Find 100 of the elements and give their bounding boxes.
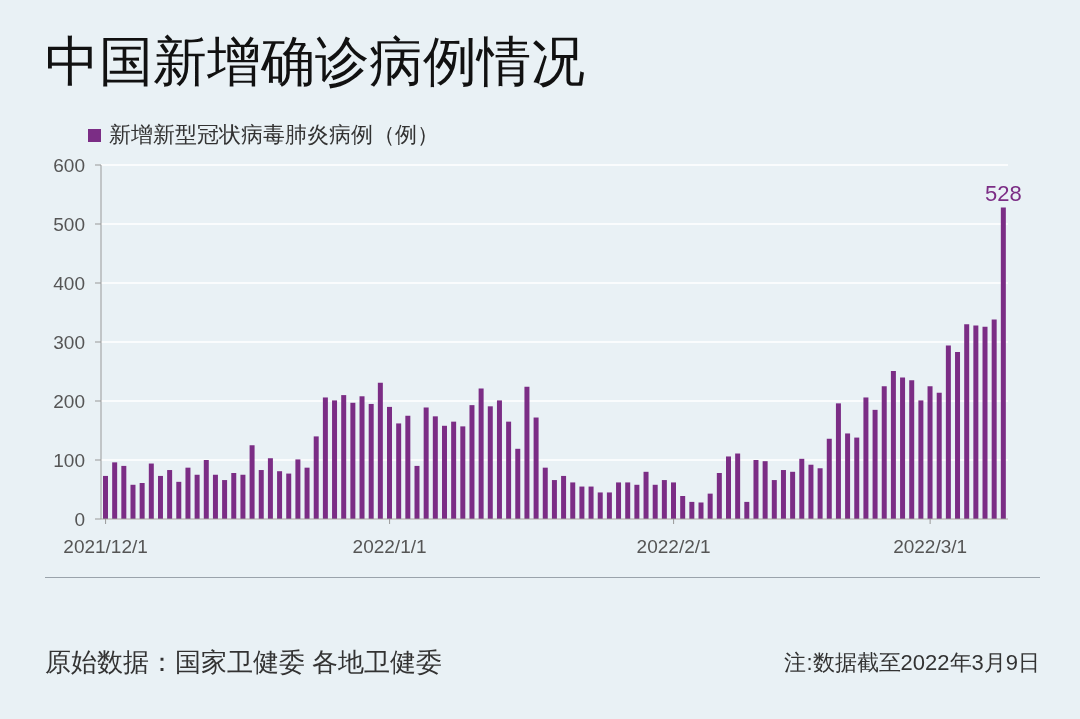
bar — [561, 475, 567, 519]
bar — [991, 319, 997, 519]
bar — [533, 417, 539, 519]
bar — [496, 400, 502, 519]
bar — [753, 460, 759, 519]
bar — [359, 396, 365, 519]
bar — [212, 474, 218, 519]
bar — [258, 470, 264, 519]
bar — [982, 326, 988, 519]
bar — [267, 458, 273, 519]
bar — [368, 403, 374, 519]
bar — [148, 463, 154, 519]
bar — [817, 468, 823, 519]
bar — [616, 482, 622, 519]
bar — [826, 438, 832, 519]
bar — [432, 416, 438, 519]
bar — [551, 480, 557, 519]
y-tick-label: 400 — [53, 272, 85, 294]
bar — [542, 467, 548, 519]
bar — [176, 481, 182, 519]
bar — [139, 483, 145, 519]
bar — [854, 437, 860, 519]
bar — [121, 465, 127, 519]
bar — [112, 462, 118, 519]
bar — [405, 415, 411, 519]
bar — [157, 475, 163, 519]
bar — [955, 352, 961, 519]
bar — [790, 471, 796, 519]
bar — [799, 458, 805, 519]
bar — [835, 403, 841, 519]
bar — [423, 407, 429, 519]
bar — [927, 386, 933, 519]
bar — [304, 467, 310, 519]
bar — [506, 421, 512, 519]
bar — [313, 436, 319, 519]
x-tick-label: 2022/2/1 — [636, 536, 711, 557]
bar — [332, 400, 338, 519]
bar — [240, 474, 246, 519]
text: 原始数据：国家卫健委 各地卫健委 — [45, 646, 443, 679]
bar — [579, 486, 585, 519]
bar — [671, 482, 677, 519]
bar — [689, 501, 695, 519]
y-tick-label: 0 — [74, 508, 85, 530]
y-tick-label: 600 — [53, 154, 85, 176]
bar — [634, 484, 640, 519]
bar — [231, 472, 237, 519]
bar — [341, 395, 347, 519]
bar — [451, 421, 457, 519]
bar — [606, 492, 612, 519]
bar — [890, 370, 896, 519]
bar — [469, 405, 475, 519]
text: 注:数据截至2022年3月9日 — [784, 648, 1040, 677]
bar — [735, 453, 741, 519]
bar — [524, 386, 530, 519]
bar — [588, 486, 594, 519]
bar — [377, 382, 383, 519]
x-tick-label: 2021/12/1 — [63, 536, 148, 557]
bar — [194, 474, 200, 519]
bar — [918, 400, 924, 519]
bar — [771, 480, 777, 519]
bar — [900, 377, 906, 519]
bar — [515, 448, 521, 519]
bar — [716, 472, 722, 519]
chart-title: 中国新增确诊病例情况 — [45, 30, 585, 92]
bar — [964, 324, 970, 519]
bar — [808, 464, 814, 519]
bar — [350, 402, 356, 519]
bar — [872, 409, 878, 519]
bar — [487, 406, 493, 519]
bar — [277, 471, 283, 519]
y-tick-label: 100 — [53, 449, 85, 471]
bar — [845, 433, 851, 519]
bar — [680, 495, 686, 519]
bar — [1000, 207, 1006, 519]
bar — [707, 493, 713, 519]
bar — [973, 325, 979, 519]
bar — [780, 470, 786, 519]
bar — [441, 425, 447, 519]
bar — [286, 473, 292, 519]
y-tick-label: 200 — [53, 390, 85, 412]
bar — [762, 461, 768, 519]
bar — [203, 460, 209, 519]
x-tick-label: 2022/3/1 — [893, 536, 968, 557]
bar — [643, 471, 649, 519]
y-tick-label: 300 — [53, 331, 85, 353]
legend-label: 新增新型冠状病毒肺炎病例（例） — [109, 121, 439, 149]
bar — [652, 484, 658, 519]
bar — [698, 502, 704, 519]
bar — [396, 423, 402, 519]
bar — [661, 480, 667, 519]
bar — [625, 482, 631, 519]
data-label: 528 — [984, 181, 1022, 207]
x-tick-label: 2022/1/1 — [352, 536, 427, 557]
bar — [103, 475, 108, 519]
bar — [414, 465, 420, 519]
bar — [295, 459, 301, 519]
bar — [725, 456, 731, 519]
bar — [478, 388, 484, 519]
bar — [936, 392, 942, 519]
bar — [249, 445, 255, 519]
